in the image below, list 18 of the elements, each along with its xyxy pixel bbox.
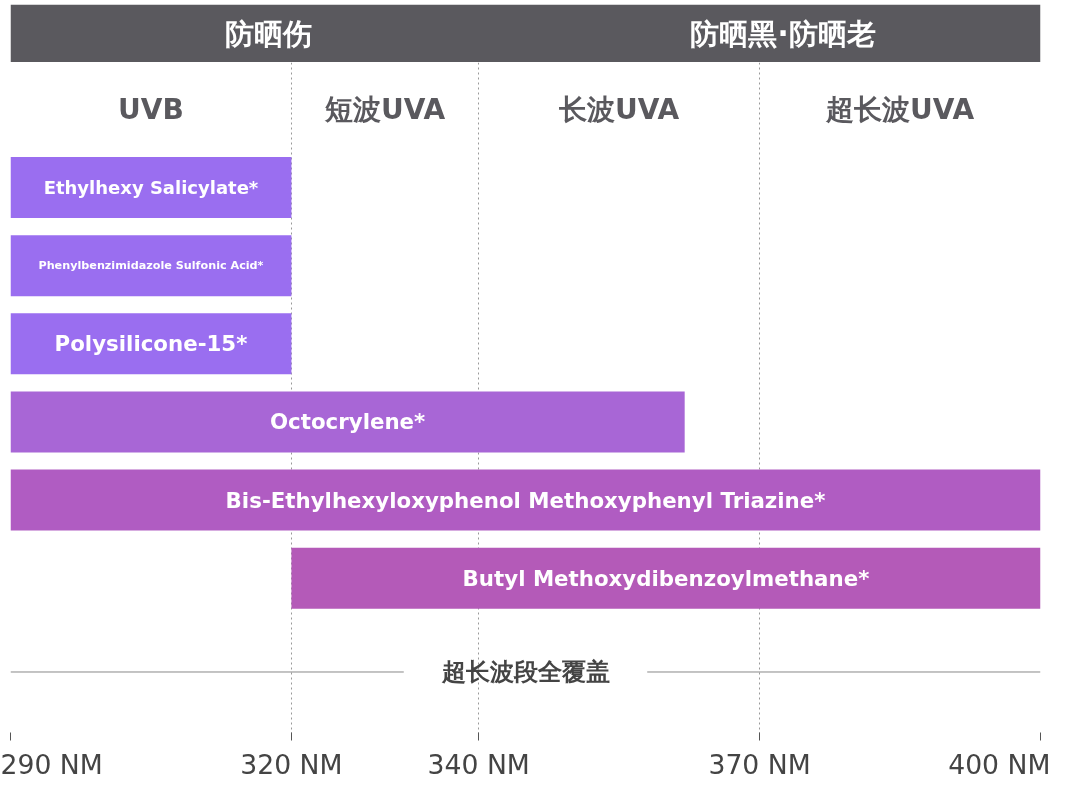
y-tick-label: Polysilicone-15* bbox=[54, 331, 248, 357]
x-tick-label: 340 NM bbox=[427, 748, 530, 780]
text: 长波UVA bbox=[558, 92, 680, 126]
text: UVB bbox=[118, 92, 184, 126]
x-tick-label: 370 NM bbox=[708, 748, 811, 780]
x-tick-label: 290 NM bbox=[0, 748, 103, 780]
y-tick-label: Butyl Methoxydibenzoylmethane* bbox=[462, 565, 870, 591]
x-tick-label: 320 NM bbox=[240, 748, 343, 780]
text: 防晒伤 bbox=[224, 16, 312, 51]
text: 超长波段全覆盖 bbox=[440, 657, 610, 686]
text: 防晒黑·防晒老 bbox=[690, 16, 876, 51]
y-tick-label: Ethylhexy Salicylate* bbox=[43, 177, 259, 199]
y-tick-label: Phenylbenzimidazole Sulfonic Acid* bbox=[38, 259, 264, 273]
x-tick-label: 400 NM bbox=[948, 748, 1051, 780]
y-tick-label: Bis-Ethylhexyloxyphenol Methoxyphenyl Triazine* bbox=[225, 487, 826, 513]
y-tick-label: Octocrylene* bbox=[269, 409, 426, 435]
text: 短波UVA bbox=[323, 92, 446, 126]
text: 超长波UVA bbox=[824, 92, 975, 126]
